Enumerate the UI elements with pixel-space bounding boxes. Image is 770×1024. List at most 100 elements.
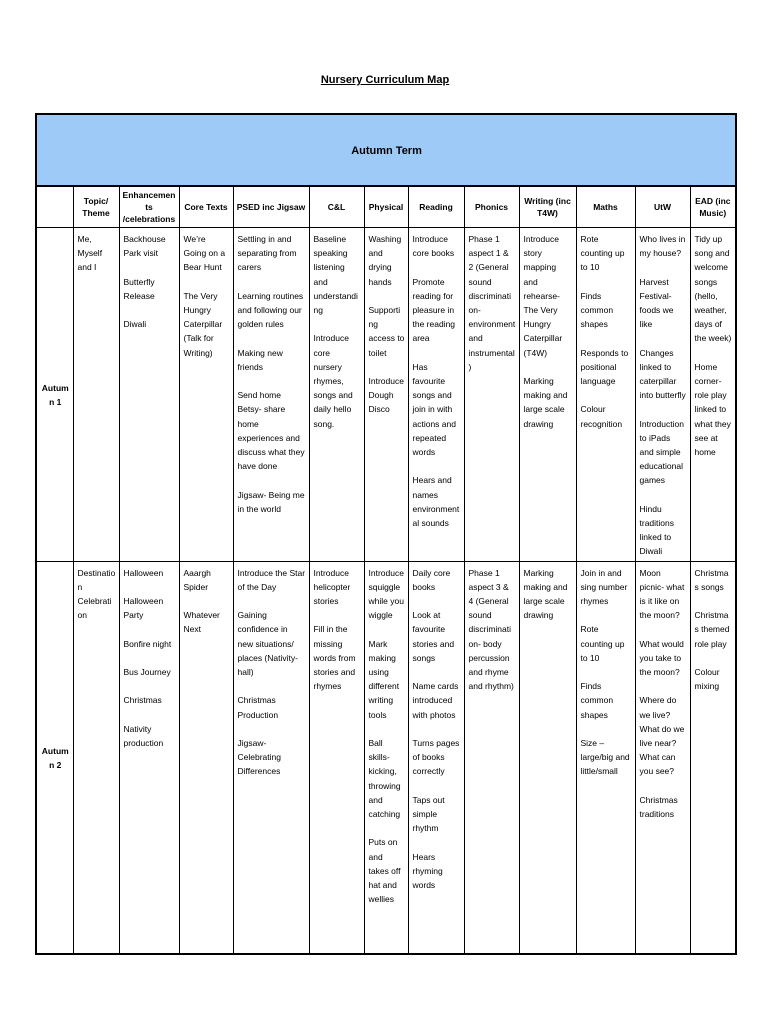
cell-paragraph: Settling in and separating from carers	[237, 234, 297, 273]
cell-paragraph: Join in and sing number rhymes	[580, 567, 628, 607]
cell-paragraph: Making new friends	[237, 347, 283, 372]
table-cell: Settling in and separating from carers Le…	[232, 227, 310, 562]
column-header: Core Texts	[178, 185, 234, 228]
cell-paragraph: Halloween	[123, 567, 164, 578]
cell-paragraph: Finds common shapes	[580, 681, 614, 720]
cell-paragraph: We’re Going on a Bear Hunt	[183, 234, 226, 273]
cell-paragraph: Marking making and large scale drawing	[523, 376, 568, 429]
cell-paragraph: Jigsaw- Celebrating Differences	[237, 738, 281, 777]
cell-paragraph: Changes linked to caterpillar into butte…	[639, 347, 686, 401]
cell-paragraph: Introduce core books	[412, 234, 455, 259]
term-banner: Autumn Term	[35, 113, 737, 187]
table-row: Autumn 2 Destination Celebration Halloween…	[35, 560, 737, 955]
cell-paragraph: Introduce story mapping and rehearse- Th…	[523, 234, 563, 358]
column-header: Reading	[407, 185, 465, 228]
column-header: Enhancements /celebrations	[118, 185, 180, 228]
table-cell: Halloween Halloween Party Bonfire night Bus…	[118, 560, 180, 955]
cell-paragraph: Tidy up song and welcome songs (hello, w…	[694, 234, 732, 344]
page-title: Nursery Curriculum Map	[320, 74, 450, 86]
row-label: Autumn 1	[35, 227, 74, 562]
cell-paragraph: Fill in the missing words from stories a…	[313, 624, 356, 692]
cell-paragraph: Ball skills- kicking, throwing and catch…	[368, 738, 401, 820]
cell-paragraph: Promote reading for pleasure in the read…	[412, 276, 456, 344]
cell-paragraph: Rote counting up to 10	[580, 624, 625, 663]
cell-paragraph: Daily core books	[412, 567, 451, 592]
table-cell: Christmas songs Christmas themed role pla…	[689, 560, 737, 955]
table-cell: Phase 1 aspect 3 & 4 (General sound disc…	[463, 560, 520, 955]
column-header: Physical	[363, 185, 409, 228]
cell-paragraph: Hears rhyming words	[412, 851, 443, 890]
cell-paragraph: Home corner- role play linked to what th…	[694, 361, 731, 458]
table-cell: Tidy up song and welcome songs (hello, w…	[689, 227, 737, 562]
column-header: PSED inc Jigsaw	[232, 185, 310, 228]
table-cell: Daily core books Look at favourite storie…	[407, 560, 465, 955]
table-cell: Me, Myself and I	[72, 227, 120, 562]
table-cell: Phase 1 aspect 1 & 2 (General sound disc…	[463, 227, 520, 562]
cell-paragraph: Whatever Next	[183, 610, 220, 635]
cell-paragraph: Washing and drying hands	[368, 234, 402, 287]
table-cell: Backhouse Park visit Butterfly Release Diw…	[118, 227, 180, 562]
cell-paragraph: Moon picnic- what is it like on the moon…	[639, 567, 685, 621]
cell-paragraph: Introduce the Star of the Day	[237, 567, 306, 592]
cell-paragraph: Introduction to iPads and simple educati…	[639, 418, 684, 486]
cell-paragraph: Taps out simple rhythm	[412, 794, 445, 834]
table-cell: Destination Celebration	[72, 560, 120, 955]
cell-paragraph: Introduce Dough Disco	[368, 376, 404, 415]
table-cell: Introduce story mapping and rehearse- Th…	[518, 227, 577, 562]
cell-paragraph: Send home Betsy- share home experiences …	[237, 390, 305, 472]
column-header: Writing (inc T4W)	[518, 185, 577, 228]
cell-paragraph: Hears and names environmental sounds	[412, 475, 460, 529]
cell-paragraph: Aaargh Spider	[183, 567, 211, 592]
table-cell: Introduce helicopter stories Fill in the …	[308, 560, 365, 955]
cell-paragraph: Christmas	[123, 695, 162, 706]
curriculum-table: Autumn Term Topic/ Theme Enhancements /ce…	[35, 113, 738, 956]
cell-paragraph: Finds common shapes	[580, 290, 614, 330]
table-cell: We’re Going on a Bear Hunt The Very Hungr…	[178, 227, 234, 562]
cell-paragraph: Christmas themed role play	[694, 610, 730, 649]
cell-paragraph: Destination Celebration	[77, 567, 116, 621]
column-header: EAD (inc Music)	[689, 185, 737, 228]
cell-paragraph: Colour mixing	[694, 667, 720, 692]
cell-paragraph: Introduce helicopter stories	[313, 567, 351, 607]
cell-paragraph: Learning routines and following our gold…	[237, 290, 304, 330]
table-row: Autumn 1 Me, Myself and I Backhouse Park v…	[35, 227, 737, 562]
cell-paragraph: Responds to positional language	[580, 347, 629, 386]
cell-paragraph: Gaining confidence in new situations/ pl…	[237, 610, 298, 678]
cell-paragraph: Look at favourite stories and songs	[412, 610, 455, 663]
cell-paragraph: Nativity production	[123, 723, 164, 748]
cell-paragraph: Phase 1 aspect 3 & 4 (General sound disc…	[468, 567, 514, 692]
table-cell: Aaargh Spider Whatever Next	[178, 560, 234, 955]
cell-paragraph: Harvest Festival- foods we like	[639, 276, 674, 330]
column-header: Phonics	[463, 185, 520, 228]
column-header: UtW	[634, 185, 691, 228]
cell-paragraph: Bonfire night	[123, 638, 172, 649]
table-cell: Introduce squiggle while you wiggle Mark …	[363, 560, 409, 955]
cell-paragraph: Introduce core nursery rhymes, songs and…	[313, 333, 353, 429]
column-header: Maths	[575, 185, 636, 228]
cell-paragraph: Diwali	[123, 319, 147, 330]
cell-paragraph: Phase 1 aspect 1 & 2 (General sound disc…	[468, 234, 516, 372]
table-cell: Marking making and large scale drawing	[518, 560, 577, 955]
cell-paragraph: Marking making and large scale drawing	[523, 567, 568, 621]
table-cell: Introduce the Star of the Day Gaining con…	[232, 560, 310, 955]
table-cell: Baseline speaking listening and understa…	[308, 227, 365, 562]
cell-paragraph: Christmas songs	[694, 567, 729, 592]
cell-paragraph: Hindu traditions linked to Diwali	[639, 503, 675, 557]
cell-paragraph: Backhouse Park visit	[123, 234, 166, 259]
cell-paragraph: Christmas traditions	[639, 794, 678, 820]
cell-paragraph: Supporting access to toilet	[368, 305, 405, 358]
cell-paragraph: Where do we live? What do we live near? …	[639, 695, 685, 777]
cell-paragraph: Puts on and takes off hat and wellies	[368, 837, 401, 905]
table-cell: Moon picnic- what is it like on the moon…	[634, 560, 691, 955]
cell-paragraph: Christmas Production	[237, 695, 279, 720]
cell-paragraph: Me, Myself and I	[77, 234, 103, 273]
cell-paragraph: Name cards introduced with photos	[412, 681, 459, 720]
cell-paragraph: Rote counting up to 10	[580, 234, 625, 273]
row-label: Autumn 2	[35, 560, 74, 955]
cell-paragraph: Has favourite songs and join in with act…	[412, 361, 456, 458]
table-cell: Who lives in my house? Harvest Festival- …	[634, 227, 691, 562]
column-header: C&L	[308, 185, 365, 228]
cell-paragraph: Turns pages of books correctly	[412, 738, 460, 777]
term-banner-row: Autumn Term	[35, 113, 737, 187]
